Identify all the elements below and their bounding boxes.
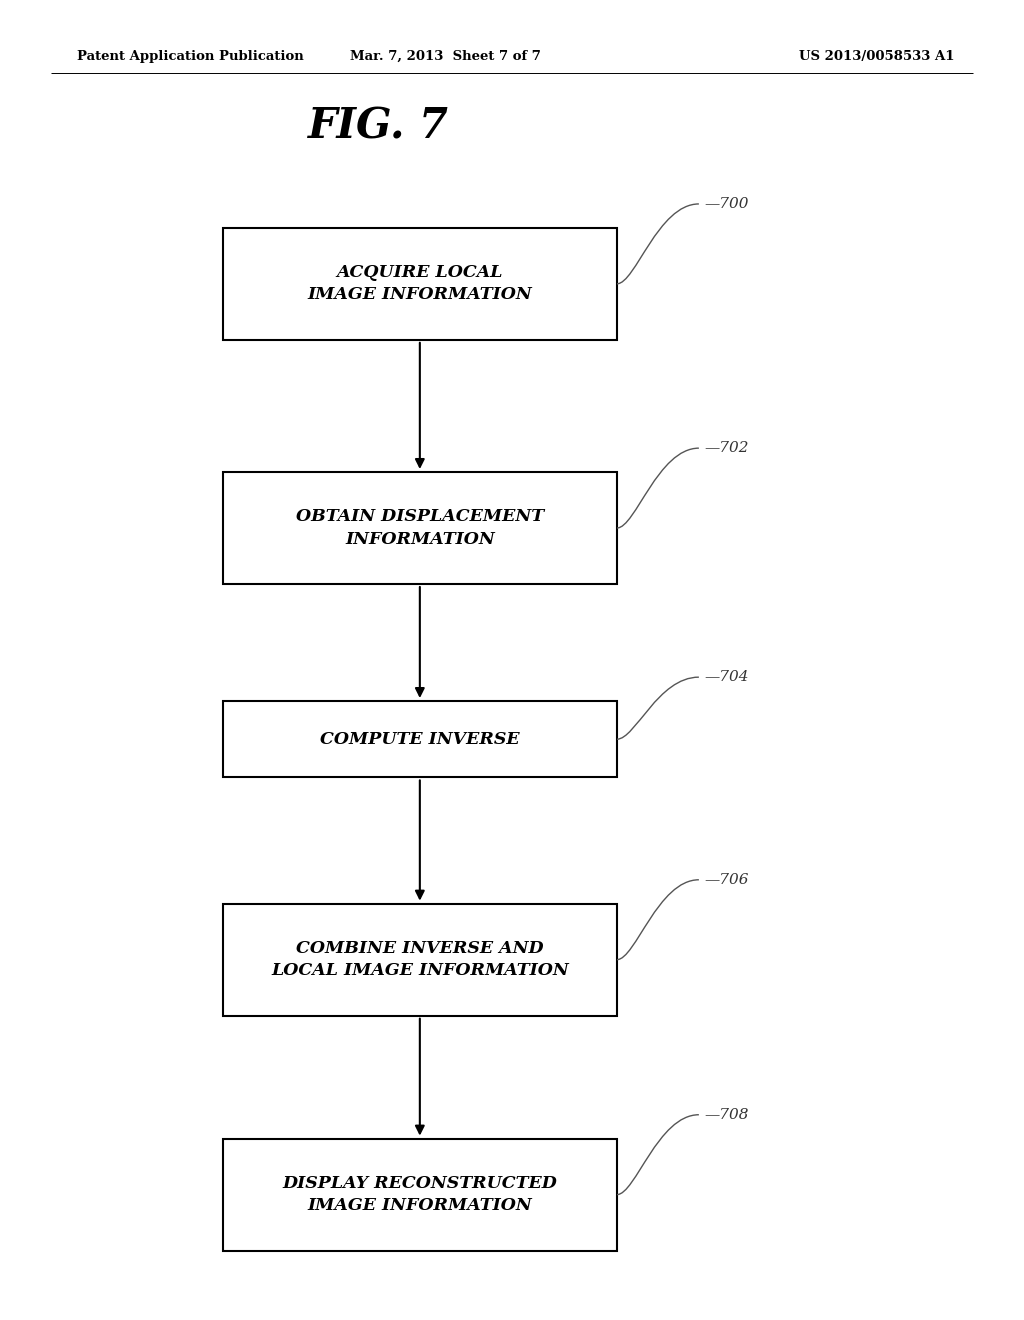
Text: —704: —704 xyxy=(705,671,749,684)
Bar xyxy=(222,473,616,583)
Bar xyxy=(222,701,616,777)
Text: Mar. 7, 2013  Sheet 7 of 7: Mar. 7, 2013 Sheet 7 of 7 xyxy=(350,50,541,63)
Bar xyxy=(222,227,616,339)
Text: Patent Application Publication: Patent Application Publication xyxy=(77,50,303,63)
Text: COMBINE INVERSE AND
LOCAL IMAGE INFORMATION: COMBINE INVERSE AND LOCAL IMAGE INFORMAT… xyxy=(271,940,568,979)
Text: ACQUIRE LOCAL
IMAGE INFORMATION: ACQUIRE LOCAL IMAGE INFORMATION xyxy=(307,264,532,304)
Text: DISPLAY RECONSTRUCTED
IMAGE INFORMATION: DISPLAY RECONSTRUCTED IMAGE INFORMATION xyxy=(283,1175,557,1214)
Text: —702: —702 xyxy=(705,441,749,455)
Text: FIG. 7: FIG. 7 xyxy=(308,106,450,148)
Text: —708: —708 xyxy=(705,1107,749,1122)
Text: —700: —700 xyxy=(705,197,749,211)
Text: US 2013/0058533 A1: US 2013/0058533 A1 xyxy=(799,50,954,63)
Text: —706: —706 xyxy=(705,873,749,887)
Text: COMPUTE INVERSE: COMPUTE INVERSE xyxy=(321,731,519,747)
Bar xyxy=(222,1138,616,1251)
Text: OBTAIN DISPLACEMENT
INFORMATION: OBTAIN DISPLACEMENT INFORMATION xyxy=(296,508,544,548)
Bar xyxy=(222,903,616,1016)
